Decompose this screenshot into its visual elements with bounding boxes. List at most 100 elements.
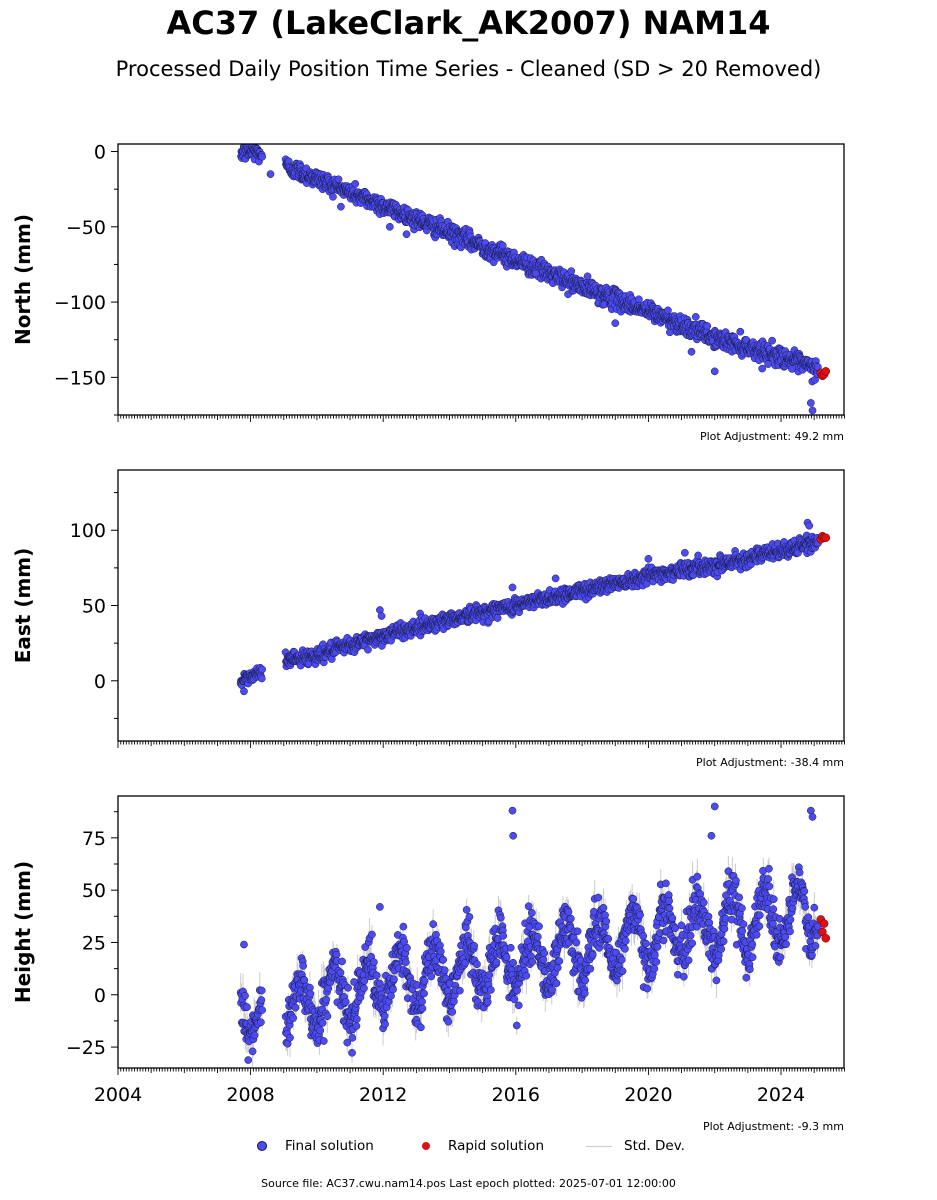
rapid-solution-series [816, 367, 831, 381]
final-point [399, 922, 408, 931]
final-point [258, 665, 266, 674]
final-point [604, 934, 613, 943]
final-point [736, 327, 745, 336]
final-point [385, 222, 394, 231]
final-point [258, 152, 266, 161]
final-solution-series [236, 802, 822, 1064]
final-point [470, 942, 479, 950]
final-point [377, 612, 386, 620]
final-point [492, 958, 501, 967]
final-point [440, 966, 449, 975]
final-point [329, 192, 337, 201]
final-point [465, 913, 474, 921]
final-point [241, 991, 249, 1000]
final-point [401, 958, 410, 967]
final-point [552, 979, 561, 988]
final-point [572, 938, 581, 947]
final-point [403, 944, 411, 952]
final-point [611, 319, 620, 328]
final-point [360, 977, 369, 985]
final-point [286, 1033, 294, 1042]
rapid-point [821, 533, 831, 542]
final-solution-series [237, 144, 822, 415]
final-point [553, 963, 562, 972]
final-point [257, 996, 266, 1004]
final-point [291, 1003, 300, 1012]
final-point [710, 367, 719, 376]
panel-2: 0 50 100 East (mm) Plot Adjustment: -38.4 mm [11, 469, 846, 769]
final-point [473, 960, 481, 969]
final-point [318, 1019, 327, 1027]
plot-frame [117, 143, 845, 416]
y-tick-label: −100 [54, 292, 106, 314]
final-point [337, 202, 345, 211]
final-point [306, 989, 315, 998]
page-title: AC37 (LakeClark_AK2007) NAM14 [166, 4, 771, 42]
page-subtitle: Processed Daily Position Time Series - C… [115, 57, 822, 81]
final-point [364, 645, 372, 654]
final-point [257, 986, 266, 995]
final-point [368, 930, 376, 939]
final-point [257, 1018, 265, 1027]
final-point [250, 1031, 259, 1040]
final-point [528, 909, 536, 917]
final-point [808, 406, 817, 415]
panel-1: 0 −50 −100 −150 North (mm) Plot Adjustment: 4… [11, 142, 846, 443]
final-point [427, 972, 436, 981]
final-point [703, 322, 712, 330]
final-point [509, 958, 518, 967]
final-point [512, 1021, 521, 1030]
final-point [540, 949, 549, 958]
final-point [455, 986, 464, 995]
y-tick-label: −150 [54, 367, 106, 389]
final-point [360, 984, 368, 993]
final-point [418, 997, 426, 1006]
final-point [531, 269, 540, 278]
y-tick-label: 0 [94, 671, 106, 693]
y-tick-label: 50 [82, 596, 106, 618]
y-axis-label: East (mm) [11, 548, 35, 664]
final-point [348, 1048, 356, 1057]
final-point [436, 947, 445, 956]
final-point [244, 1056, 253, 1064]
final-point [417, 1023, 425, 1032]
final-point [299, 962, 307, 970]
final-point [483, 998, 492, 1006]
final-point [588, 950, 597, 959]
plot-area [237, 144, 831, 415]
final-point [555, 957, 564, 965]
final-point [316, 1026, 325, 1035]
final-point [548, 985, 556, 994]
final-point [493, 614, 502, 622]
final-point [348, 1033, 357, 1042]
final-point [380, 1012, 389, 1020]
final-point [352, 1022, 361, 1030]
final-point [621, 937, 630, 945]
final-point [266, 170, 275, 178]
final-point [806, 399, 815, 407]
final-point [439, 955, 447, 964]
final-point [462, 906, 471, 914]
final-point [248, 1047, 257, 1056]
final-point [334, 175, 343, 184]
final-point [402, 230, 411, 239]
rapid-solution-series [816, 531, 831, 544]
final-point [322, 995, 331, 1004]
final-point [240, 687, 248, 696]
final-point [594, 893, 603, 902]
final-point [694, 551, 702, 560]
final-point [338, 957, 346, 966]
plot-adjustment-label: Plot Adjustment: -38.4 mm [696, 756, 844, 769]
final-point [805, 521, 814, 530]
final-point [768, 336, 776, 345]
y-tick-label: −50 [66, 217, 106, 239]
final-point [551, 574, 560, 583]
final-point [535, 922, 543, 931]
final-point [533, 932, 542, 941]
final-point [420, 977, 429, 985]
y-tick-label: 100 [70, 520, 106, 542]
final-point [508, 583, 517, 592]
final-point [485, 971, 494, 979]
final-point [381, 1020, 389, 1029]
